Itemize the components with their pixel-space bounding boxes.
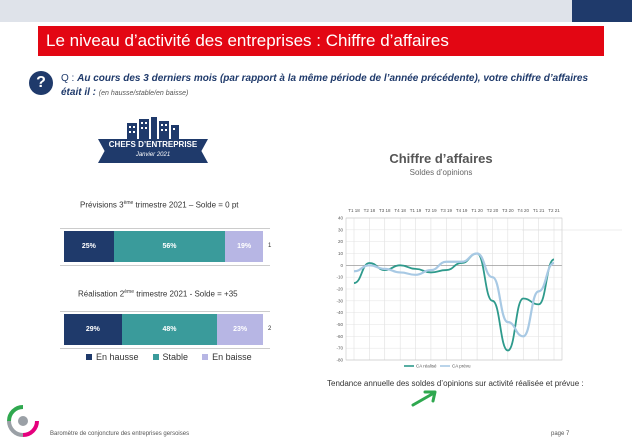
bar-separator [60, 228, 270, 229]
x-tick-label: T3 19 [441, 208, 453, 213]
bars-legend: En hausse Stable En baisse [86, 352, 252, 362]
y-tick-label: -80 [336, 358, 343, 363]
page-number: page 7 [551, 431, 570, 437]
footer-text: Baromètre de conjoncture des entreprises… [50, 431, 190, 437]
realisation-stable-segment: 48% [121, 314, 218, 345]
y-tick-label: 0 [340, 263, 343, 268]
x-tick-label: T4 18 [394, 208, 406, 213]
x-tick-label: T3 20 [502, 208, 514, 213]
bar-separator [60, 311, 270, 312]
bar-separator [60, 348, 270, 349]
y-tick-label: -30 [336, 298, 343, 303]
x-tick-label: T1 20 [471, 208, 483, 213]
legend-swatch [86, 354, 92, 360]
chefs-entreprise-logo: CHEFS D’ENTREPRISE Janvier 2021 [98, 117, 208, 167]
trend-arrow-icon [411, 390, 437, 407]
logo-line1: CHEFS D’ENTREPRISE [108, 140, 198, 149]
previsions-hausse-segment: 25% [64, 231, 114, 262]
y-tick-label: -10 [336, 275, 343, 280]
tendance-text: Tendance annuelle des soldes d’opinions … [327, 379, 584, 388]
x-tick-label: T2 20 [487, 208, 499, 213]
y-tick-label: 10 [338, 251, 344, 256]
y-tick-label: 30 [338, 227, 344, 232]
y-tick-label: -50 [336, 322, 343, 327]
y-tick-label: -40 [336, 310, 343, 315]
chart-subtitle: Soldes d’opinions [409, 168, 473, 177]
legend-item-baisse: En baisse [202, 352, 252, 362]
legend-swatch [202, 354, 209, 360]
question-subtext: (en hausse/stable/en baisse) [98, 90, 189, 97]
chart-title: Chiffre d’affaires [389, 151, 493, 166]
y-tick-label: -60 [336, 334, 343, 339]
x-tick-label: T1 21 [533, 208, 545, 213]
realisation-hausse-segment: 29% [64, 314, 122, 345]
question-block: Q : Au cours des 3 derniers mois (par ra… [61, 72, 601, 101]
x-tick-label: T3 18 [379, 208, 391, 213]
logo-line2: Janvier 2021 [135, 152, 171, 158]
realisation-baisse-segment: 23% [217, 314, 263, 345]
question-text: Au cours des 3 derniers mois (par rappor… [61, 73, 589, 98]
x-tick-label: T1 18 [348, 208, 360, 213]
bar-separator [60, 265, 270, 266]
question-label: Q : [61, 73, 75, 84]
realisation-label: Réalisation 2ème trimestre 2021 - Solde … [78, 289, 238, 299]
top-band-accent [572, 0, 632, 22]
x-tick-label: T2 19 [425, 208, 437, 213]
logo-ribbon: CHEFS D’ENTREPRISE Janvier 2021 [98, 139, 208, 163]
previsions-stacked-bar: 25% 56% 19% [64, 231, 263, 262]
x-tick-label: T1 19 [410, 208, 422, 213]
buildings-icon [127, 117, 179, 139]
plot-frame [345, 217, 563, 361]
legend-item-stable: Stable [152, 352, 188, 362]
y-tick-label: 40 [338, 216, 344, 221]
line-chart: T1 18 T2 18 T3 18 T4 18 T1 19 T2 19 T3 19 T4 19… [336, 208, 622, 369]
x-tick-label: T2 21 [548, 208, 560, 213]
previsions-index: 1 [268, 243, 272, 249]
legend-item-hausse: En hausse [86, 352, 139, 362]
legend-swatch [152, 354, 159, 360]
legend-label: CA prévu [452, 364, 471, 369]
previsions-label: Prévisions 3ème trimestre 2021 – Solde =… [80, 200, 239, 210]
series-line-ca-prevu [353, 252, 555, 338]
footer-logo-icon [7, 405, 39, 437]
realisation-index: 2 [268, 326, 272, 332]
y-tick-label: 20 [338, 239, 344, 244]
realisation-stacked-bar: 29% 48% 23% [64, 314, 263, 345]
legend-label: CA réalisé [416, 364, 437, 369]
x-tick-label: T2 18 [364, 208, 376, 213]
y-tick-label: -20 [336, 287, 343, 292]
previsions-baisse-segment: 19% [225, 231, 263, 262]
top-band [0, 0, 632, 22]
x-tick-label: T4 20 [517, 208, 529, 213]
question-mark-icon: ? [29, 71, 53, 95]
x-tick-label: T4 19 [456, 208, 468, 213]
previsions-stable-segment: 56% [113, 231, 226, 262]
slide-title: Le niveau d’activité des entreprises : C… [38, 26, 604, 56]
y-tick-label: -70 [336, 346, 343, 351]
